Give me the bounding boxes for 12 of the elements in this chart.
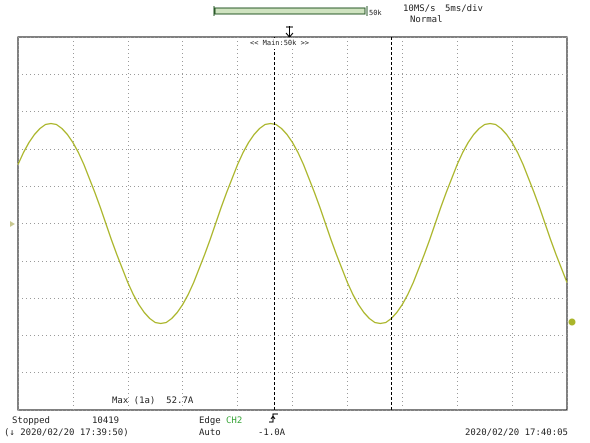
text: CH2	[226, 416, 242, 427]
text: Stopped	[12, 416, 50, 427]
text: Normal	[410, 15, 443, 26]
text: 10419	[92, 416, 120, 427]
text: 10MS/s	[403, 4, 436, 15]
text: Edge	[199, 416, 221, 427]
text: Auto	[199, 428, 221, 439]
text: 5ms/div	[445, 4, 483, 15]
text: -1.0A	[258, 428, 286, 439]
text: Max (1a) 52.7A	[112, 396, 194, 407]
text: (↓ 2020/02/20 17:39:50)	[4, 428, 129, 439]
text: 2020/02/20 17:40:05	[465, 428, 568, 439]
